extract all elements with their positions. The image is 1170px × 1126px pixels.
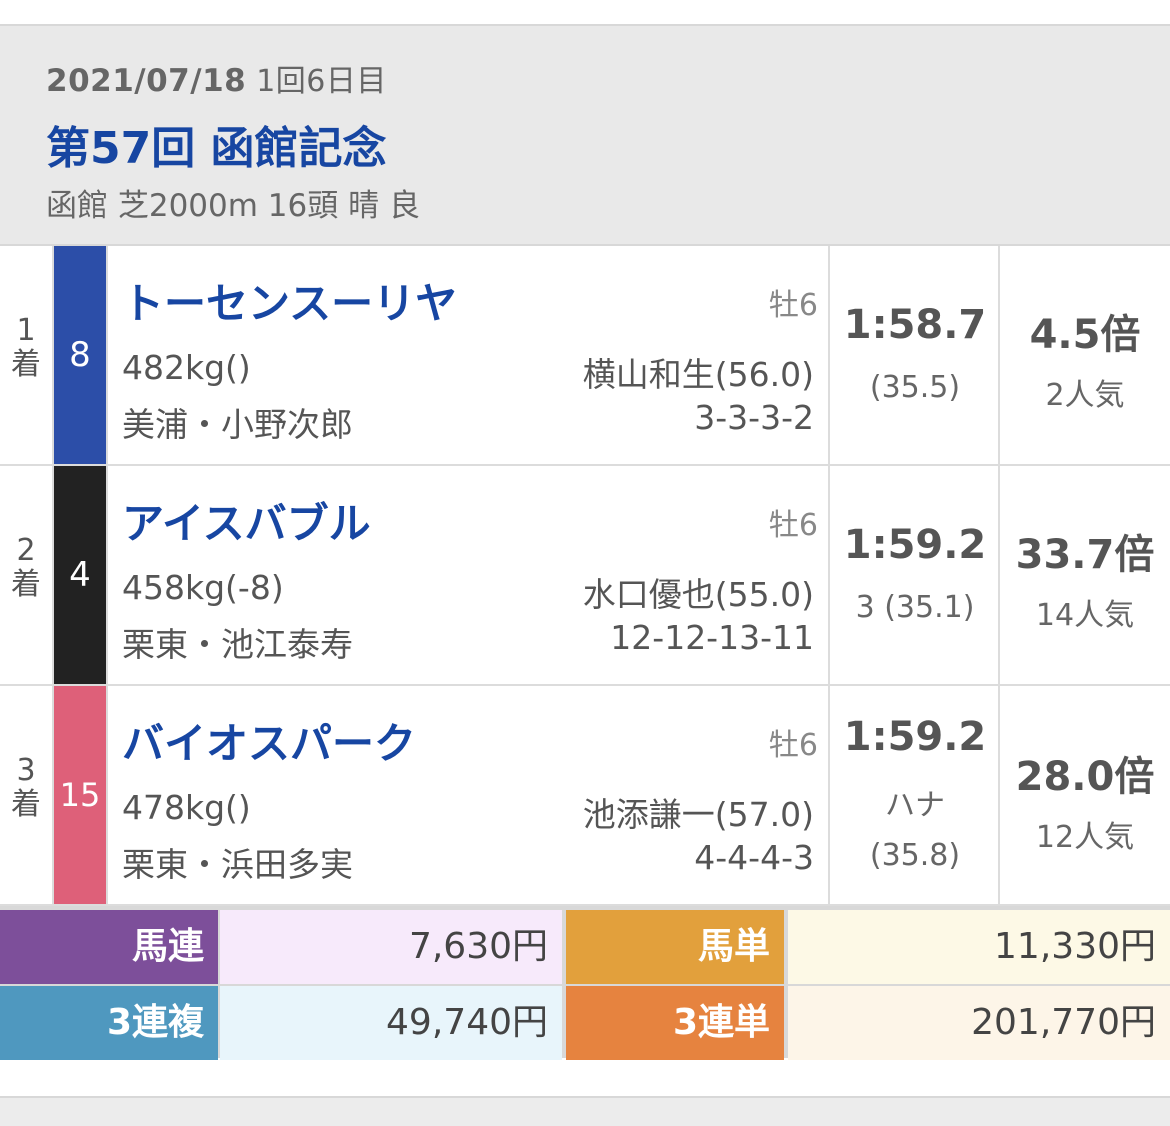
umaren-value: 7,630円 xyxy=(220,910,562,984)
horse-name[interactable]: アイスバブル xyxy=(122,499,371,548)
finish-time: 1:58.7 xyxy=(843,302,987,348)
odds-cell: 4.5倍 2人気 xyxy=(1000,246,1170,464)
sex-age: 牡6 xyxy=(768,728,818,763)
finish-time: 1:59.2 xyxy=(843,522,987,568)
race-title[interactable]: 第57回 函館記念 xyxy=(46,123,387,174)
horse-name[interactable]: バイオスパーク xyxy=(122,719,417,768)
jockey: 水口優也(55.0) xyxy=(582,575,814,614)
odds: 33.7倍 xyxy=(1015,532,1155,578)
post-number-badge: 8 xyxy=(54,246,108,464)
race-header: 2021/07/18 1回6日目 第57回 函館記念 函館 芝2000m 16頭 … xyxy=(0,24,1170,246)
odds: 28.0倍 xyxy=(1015,754,1155,800)
jockey: 池添謙一(57.0) xyxy=(582,795,814,834)
horse-weight: 458kg(-8) xyxy=(122,568,284,607)
race-date: 2021/07/18 1回6日目 xyxy=(46,56,387,100)
time-cell: 1:59.2 ハナ (35.8) xyxy=(828,686,1000,904)
trainer: 栗東・浜田多実 xyxy=(122,845,353,884)
sanrentan-value: 201,770円 xyxy=(788,986,1170,1060)
popularity: 12人気 xyxy=(1035,820,1135,855)
horse-weight: 482kg() xyxy=(122,348,251,387)
sex-age: 牡6 xyxy=(768,508,818,543)
last-3f: (35.1) xyxy=(884,590,975,625)
next-race-card[interactable] xyxy=(0,1096,1170,1126)
sanrenpuku-value: 49,740円 xyxy=(220,986,562,1060)
trainer: 美浦・小野次郎 xyxy=(122,405,353,444)
sanrentan-label: 3連単 xyxy=(566,986,784,1060)
time-cell: 1:59.2 3 (35.1) xyxy=(828,466,1000,684)
odds-cell: 33.7倍 14人気 xyxy=(1000,466,1170,684)
post-number-badge: 15 xyxy=(54,686,108,904)
sanrenpuku-label: 3連複 xyxy=(0,986,218,1060)
margin: 3 xyxy=(855,590,875,625)
last-3f: (35.8) xyxy=(869,838,961,873)
passing-order: 4-4-4-3 xyxy=(694,838,814,877)
horse-weight: 478kg() xyxy=(122,788,251,827)
popularity: 2人気 xyxy=(1045,378,1125,413)
horse-name[interactable]: トーセンスーリヤ xyxy=(122,279,458,328)
sex-age: 牡6 xyxy=(768,288,818,323)
passing-order: 12-12-13-11 xyxy=(610,618,814,657)
post-number-badge: 4 xyxy=(54,466,108,684)
time-cell: 1:58.7 (35.5) xyxy=(828,246,1000,464)
odds-cell: 28.0倍 12人気 xyxy=(1000,686,1170,904)
jockey: 横山和生(56.0) xyxy=(582,355,814,394)
race-kai: 1回6日目 xyxy=(256,64,387,99)
payout-table: 馬連 7,630円 馬単 11,330円 3連複 49,740円 3連単 201… xyxy=(0,906,1170,1060)
odds: 4.5倍 xyxy=(1029,312,1141,358)
finish-time: 1:59.2 xyxy=(843,714,987,760)
trainer: 栗東・池江泰寿 xyxy=(122,625,353,664)
last-3f: (35.5) xyxy=(869,370,961,405)
race-info: 函館 芝2000m 16頭 晴 良 xyxy=(46,188,420,224)
umatan-value: 11,330円 xyxy=(788,910,1170,984)
margin: ハナ xyxy=(885,788,945,823)
passing-order: 3-3-3-2 xyxy=(694,398,814,437)
popularity: 14人気 xyxy=(1035,598,1135,633)
umatan-label: 馬単 xyxy=(566,910,784,984)
margin-and-last-3f: 3 (35.1) xyxy=(830,590,1000,625)
race-date-text: 2021/07/18 xyxy=(46,63,247,99)
umaren-label: 馬連 xyxy=(0,910,218,984)
